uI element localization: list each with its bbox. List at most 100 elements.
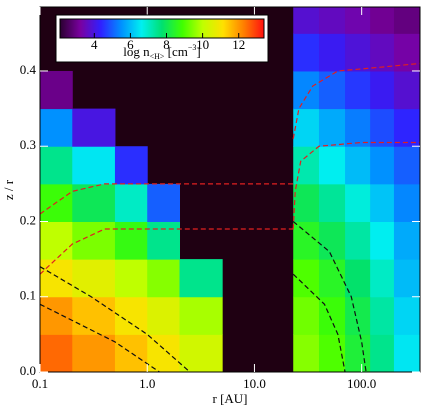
heatmap-cell [114, 259, 148, 298]
contour-line [292, 273, 346, 372]
heatmap-cell [345, 334, 371, 372]
heatmap-cell [370, 108, 395, 147]
heatmap-cell [293, 334, 320, 372]
contour-line [292, 62, 420, 139]
plot-frame [39, 6, 421, 373]
colorbar-label-part: [cm [164, 44, 187, 59]
plot-area [40, 7, 420, 372]
heatmap-cell [40, 259, 73, 298]
y-tick-label: 0.1 [20, 288, 36, 303]
heatmap-cell [393, 259, 420, 298]
heatmap-cell [318, 183, 346, 222]
heatmap-cell [370, 70, 395, 110]
heatmap-cell [293, 70, 320, 110]
x-axis-label: r [AU] [212, 391, 247, 406]
contour-line [40, 183, 294, 215]
heatmap-cell [318, 70, 346, 110]
colorbar [59, 18, 265, 39]
contour-line [40, 303, 160, 372]
heatmap-cell [40, 334, 73, 372]
heatmap-cell [318, 334, 346, 372]
heatmap-cell [393, 108, 420, 147]
heatmap-cell [293, 108, 320, 147]
heatmap-cell [179, 296, 223, 335]
x-tick-label: 100.0 [347, 376, 376, 391]
heatmap-cell [393, 70, 420, 110]
heatmap-cell [147, 183, 180, 222]
heatmap-cell [345, 259, 371, 298]
heatmap-cell [147, 221, 180, 260]
x-tick-label: 1.0 [139, 376, 155, 391]
heatmap-cell [370, 221, 395, 260]
contour-line [292, 221, 367, 372]
heatmap-cell [72, 108, 116, 147]
y-axis-label: z / r [1, 179, 16, 200]
colorbar-tick-label: 6 [127, 37, 134, 52]
heatmap-cell [179, 259, 223, 298]
heatmap-cell [318, 259, 346, 298]
y-tick-label: 0.3 [20, 137, 36, 152]
heatmap-cell [114, 334, 148, 372]
heatmap-cell [114, 146, 148, 185]
colorbar-tick-label: 12 [232, 37, 245, 52]
heatmap-cell [345, 33, 371, 72]
heatmap-cell [72, 296, 116, 335]
heatmap-cell [72, 334, 116, 372]
x-tick-label: 10.0 [243, 376, 266, 391]
colorbar-label-part: ] [196, 44, 200, 59]
heatmap-cell [72, 146, 116, 185]
heatmap-cell [393, 183, 420, 222]
heatmap-cell [345, 70, 371, 110]
heatmap-cell [40, 70, 73, 110]
heatmap-cell [345, 183, 371, 222]
heatmap-cell [293, 33, 320, 72]
heatmap-cell [370, 334, 395, 372]
heatmap-cell [293, 221, 320, 260]
heatmap-cell [293, 259, 320, 298]
heatmap-cell [370, 183, 395, 222]
heatmap-cell [393, 296, 420, 335]
heatmap-cell [370, 296, 395, 335]
heatmap-cell [72, 183, 116, 222]
heatmap-cell [114, 296, 148, 335]
heatmap-cell [72, 259, 116, 298]
heatmap-cell [370, 7, 395, 34]
heatmap-cell [393, 146, 420, 185]
heatmap-cell [393, 7, 420, 34]
heatmap-cell [147, 259, 180, 298]
colorbar-tick-label: 4 [91, 37, 98, 52]
heatmap-cell [370, 146, 395, 185]
heatmap-cell [40, 108, 73, 147]
x-tick-label: 0.1 [32, 376, 48, 391]
heatmap-cell [293, 183, 320, 222]
heatmap-cell [318, 108, 346, 147]
heatmap-cell [370, 259, 395, 298]
colorbar-tick-label: 8 [163, 37, 170, 52]
colorbar-label: log n<H> [cm−3] [123, 43, 201, 61]
colorbar-tick-label: 10 [196, 37, 209, 52]
contour-line [40, 228, 294, 275]
heatmap-cell [40, 221, 73, 260]
y-tick-label: 0.2 [20, 212, 36, 227]
heatmap-cell [345, 296, 371, 335]
heatmap-cell [147, 296, 180, 335]
colorbar-label-part: log n [123, 44, 150, 59]
heatmap-cell [40, 296, 73, 335]
heatmap-cell [147, 334, 180, 372]
heatmap-cell [345, 146, 371, 185]
heatmap-cell [318, 221, 346, 260]
heatmap-cell [345, 221, 371, 260]
contour-line [292, 141, 420, 230]
heatmap-cell [293, 7, 320, 34]
heatmap-cell [179, 334, 223, 372]
heatmap-cell [114, 183, 148, 222]
heatmap-cell [114, 221, 148, 260]
heatmap-cell [393, 221, 420, 260]
colorbar-label-part: −3 [188, 43, 197, 52]
heatmap-cell [345, 108, 371, 147]
heatmap-cell [40, 146, 73, 185]
contour-line [40, 266, 191, 372]
heatmap-cell [345, 7, 371, 34]
heatmap-cell [318, 146, 346, 185]
